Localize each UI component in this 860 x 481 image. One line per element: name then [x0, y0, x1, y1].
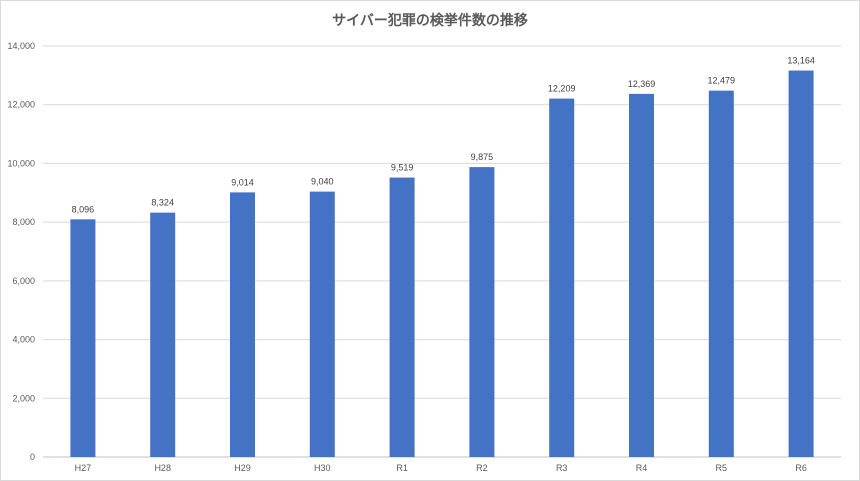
bar-r1 [389, 177, 415, 457]
data-label: 13,164 [787, 56, 815, 66]
y-tick-label: 8,000 [12, 217, 35, 227]
gridlines [43, 45, 841, 458]
x-tick-label: R2 [476, 463, 488, 473]
data-label: 9,519 [391, 163, 414, 173]
y-tick-label: 10,000 [7, 158, 35, 168]
data-label: 9,875 [471, 152, 494, 162]
data-labels: 8,096 8,324 9,014 9,040 9,519 9,875 12,209 12,3… [72, 56, 815, 215]
bar-r5 [708, 90, 734, 457]
bar-r2 [469, 167, 495, 458]
y-tick-label: 4,000 [12, 335, 35, 345]
x-tick-label: R4 [636, 463, 648, 473]
x-tick-label: R1 [396, 463, 408, 473]
data-label: 12,209 [548, 84, 576, 94]
x-tick-label: H29 [234, 463, 251, 473]
data-label: 8,324 [151, 198, 174, 208]
x-tick-label: H30 [314, 463, 331, 473]
bar-h29 [230, 192, 255, 458]
y-tick-label: 0 [30, 452, 35, 462]
bar-r4 [629, 93, 654, 457]
y-tick-label: 12,000 [7, 100, 35, 110]
x-tick-label: H28 [154, 463, 171, 473]
data-label: 9,014 [231, 177, 254, 187]
x-axis-ticks: H27 H28 H29 H30 R1 R2 R3 R4 R5 R6 [75, 463, 807, 473]
x-tick-label: R5 [716, 463, 728, 473]
chart-title: サイバー犯罪の検挙件数の推移 [332, 12, 528, 29]
bar-h28 [150, 212, 176, 457]
bars [70, 70, 814, 458]
x-tick-label: R3 [556, 463, 568, 473]
data-label: 12,479 [708, 76, 736, 86]
data-label: 8,096 [72, 204, 95, 214]
y-tick-label: 2,000 [12, 393, 35, 403]
bar-r3 [549, 98, 575, 457]
x-tick-label: H27 [75, 463, 92, 473]
data-label: 12,369 [628, 79, 656, 89]
y-tick-label: 6,000 [12, 276, 35, 286]
x-tick-label: R6 [795, 463, 807, 473]
y-axis-ticks: 0 2,000 4,000 6,000 8,000 10,000 12,000 14,000 [7, 41, 35, 462]
y-tick-label: 14,000 [7, 41, 35, 51]
bar-h27 [70, 219, 96, 457]
data-label: 9,040 [311, 177, 334, 187]
bar-h30 [309, 191, 335, 457]
bar-r6 [788, 70, 814, 457]
